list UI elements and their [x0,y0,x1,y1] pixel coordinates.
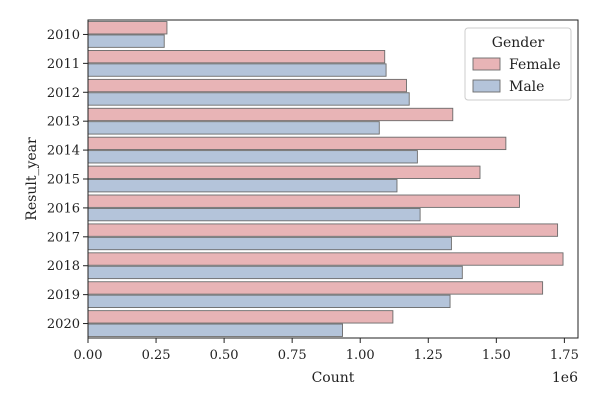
x-axis-label: Count [312,370,355,386]
bar-male-2017 [87,236,452,251]
x-tick-label: 1.25 [414,348,443,363]
legend-items: Female Male [472,57,561,95]
bar-male-2011 [87,63,387,77]
y-tick-label: 2020 [47,317,80,332]
x-ticks-group: 0.00 0.25 0.50 0.75 1.00 1.25 1.50 1.75 [74,338,579,363]
x-tick-label: 1.00 [346,348,375,363]
y-tick-label: 2012 [47,86,80,101]
bar-female-2016 [87,194,520,208]
y-axis-label: Result_year [24,137,40,221]
y-tick-label: 2016 [47,201,80,216]
x-tick-label: 0.00 [74,348,103,363]
bar-male-2012 [87,92,410,106]
bar-female-2018 [87,252,564,266]
x-tick-label: 1.50 [482,348,511,363]
bar-female-2011 [87,50,386,64]
x-tick-label: 0.50 [210,348,239,363]
y-tick-label: 2013 [47,115,80,130]
x-tick-label: 0.25 [142,348,171,363]
bar-male-2014 [87,150,418,164]
bar-female-2013 [87,107,454,122]
y-tick-label: 2018 [47,259,80,274]
bar-female-2010 [87,21,168,35]
y-ticks-group: 2010 2011 2012 2013 2014 2015 2016 2017 2018 2019… [47,28,88,332]
legend-swatch-female [472,57,501,71]
y-tick-label: 2010 [47,28,80,43]
x-tick-label: 1.75 [550,348,579,363]
bar-male-2020 [87,323,343,337]
y-tick-label: 2019 [47,288,80,303]
legend-title: Gender [492,35,545,51]
bar-male-2015 [87,179,398,193]
bar-male-2010 [87,34,165,48]
bar-female-2017 [87,223,559,237]
legend: Gender Female Male [464,27,572,101]
legend-label-male: Male [509,79,544,95]
legend-label-female: Female [509,57,561,73]
bar-male-2016 [87,207,421,222]
bar-male-2013 [87,121,380,135]
y-tick-label: 2017 [47,230,80,245]
bar-female-2014 [87,136,507,151]
bar-male-2018 [87,265,463,280]
bar-female-2019 [87,281,544,295]
bar-female-2012 [87,78,407,93]
plot-frame [87,19,579,339]
y-tick-label: 2015 [47,173,80,188]
bar-female-2015 [87,165,481,179]
bar-female-2020 [87,310,394,324]
y-tick-label: 2014 [47,144,80,159]
x-tick-label: 0.75 [278,348,307,363]
y-tick-label: 2011 [47,57,80,72]
legend-swatch-male [472,79,501,93]
bar-male-2019 [87,294,451,308]
x-axis-offset-label: 1e6 [552,370,578,386]
